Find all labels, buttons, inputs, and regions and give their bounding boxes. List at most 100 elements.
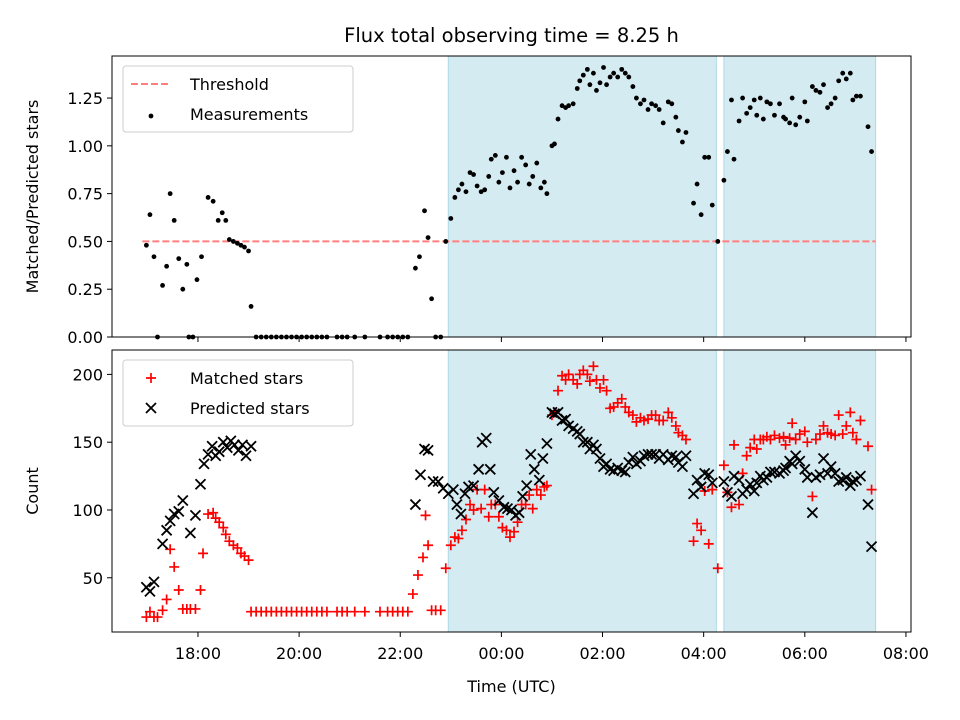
legend-box xyxy=(122,359,354,427)
data-point xyxy=(246,248,251,254)
data-point xyxy=(151,254,157,260)
data-point xyxy=(591,70,596,76)
data-point xyxy=(171,217,177,223)
data-point xyxy=(413,265,418,271)
x-tick-label: 08:00 xyxy=(883,644,929,663)
data-point xyxy=(534,160,540,166)
data-point xyxy=(476,503,487,514)
data-point xyxy=(696,525,707,536)
data-point xyxy=(535,490,546,501)
data-point xyxy=(778,431,789,442)
data-point xyxy=(409,498,422,511)
data-point xyxy=(220,529,231,540)
data-point xyxy=(634,95,639,101)
data-point xyxy=(584,376,595,387)
data-point xyxy=(760,116,766,122)
series-measurements xyxy=(143,65,874,340)
data-point xyxy=(790,434,801,445)
data-point xyxy=(784,433,795,444)
x-tick-label: 04:00 xyxy=(681,644,727,663)
data-point xyxy=(512,517,523,528)
data-point xyxy=(445,540,456,551)
data-point xyxy=(483,511,494,522)
data-point xyxy=(718,475,730,488)
legend-dot-swatch xyxy=(148,113,154,119)
data-point xyxy=(486,174,492,179)
y-tick-label: 200 xyxy=(72,365,103,384)
data-point xyxy=(184,261,190,267)
data-point xyxy=(797,114,803,120)
data-point xyxy=(751,443,762,454)
data-point xyxy=(854,470,867,482)
data-point xyxy=(590,443,603,455)
data-point xyxy=(447,484,459,496)
x-tick-label: 20:00 xyxy=(276,644,322,663)
data-point xyxy=(594,382,605,393)
data-point xyxy=(435,605,446,616)
data-point xyxy=(488,156,494,162)
legend-plus-swatch xyxy=(146,373,156,383)
data-point xyxy=(675,128,681,133)
data-point xyxy=(757,95,763,101)
data-point xyxy=(452,195,458,200)
data-point xyxy=(787,120,793,126)
data-point xyxy=(584,66,590,72)
data-point xyxy=(616,393,627,404)
data-point xyxy=(530,174,536,179)
data-point xyxy=(456,525,467,536)
data-point xyxy=(622,70,628,76)
data-point xyxy=(725,149,730,154)
data-point xyxy=(167,191,173,197)
data-point xyxy=(817,89,823,95)
data-point xyxy=(432,475,444,488)
data-point xyxy=(793,122,799,128)
data-point xyxy=(799,426,810,437)
data-point xyxy=(160,524,173,536)
data-point xyxy=(620,401,631,412)
observing-window-0 xyxy=(447,349,717,633)
data-point xyxy=(695,481,707,493)
data-point xyxy=(235,240,240,246)
legend: Threshold Measurements xyxy=(122,65,354,133)
data-point xyxy=(594,88,599,93)
y-tick-label: 50 xyxy=(83,569,103,588)
y-tick-label: 1.25 xyxy=(67,89,103,108)
data-point xyxy=(694,181,700,187)
data-point xyxy=(504,154,509,160)
x-tick-label: 00:00 xyxy=(478,644,524,663)
data-point xyxy=(232,444,245,456)
data-point xyxy=(144,585,156,597)
y-tick-label: 0.00 xyxy=(67,328,103,347)
chart-title: Flux total observing time = 8.25 h xyxy=(344,24,679,47)
data-point xyxy=(821,82,826,88)
data-point xyxy=(611,70,617,76)
data-point xyxy=(814,429,825,440)
data-point xyxy=(736,118,742,124)
data-point xyxy=(484,463,496,475)
data-point xyxy=(223,217,229,223)
data-point xyxy=(836,78,842,84)
data-point xyxy=(533,474,545,486)
data-point xyxy=(189,509,202,522)
data-point xyxy=(418,443,431,455)
data-point xyxy=(825,460,837,473)
data-point xyxy=(588,361,599,372)
data-point xyxy=(706,477,718,489)
data-point xyxy=(729,439,740,450)
data-point xyxy=(818,420,829,431)
data-point xyxy=(692,518,703,529)
data-point xyxy=(524,490,535,501)
data-point xyxy=(559,103,565,109)
data-point xyxy=(847,475,859,488)
data-point xyxy=(479,484,490,495)
data-point xyxy=(208,507,219,518)
data-point xyxy=(169,561,180,572)
data-point xyxy=(525,448,537,461)
data-point xyxy=(751,97,757,103)
data-point xyxy=(663,407,674,418)
data-point xyxy=(725,490,738,503)
data-point xyxy=(745,442,756,453)
y-axis-label: Matched/Predicted stars xyxy=(23,100,42,294)
data-point xyxy=(180,286,186,292)
